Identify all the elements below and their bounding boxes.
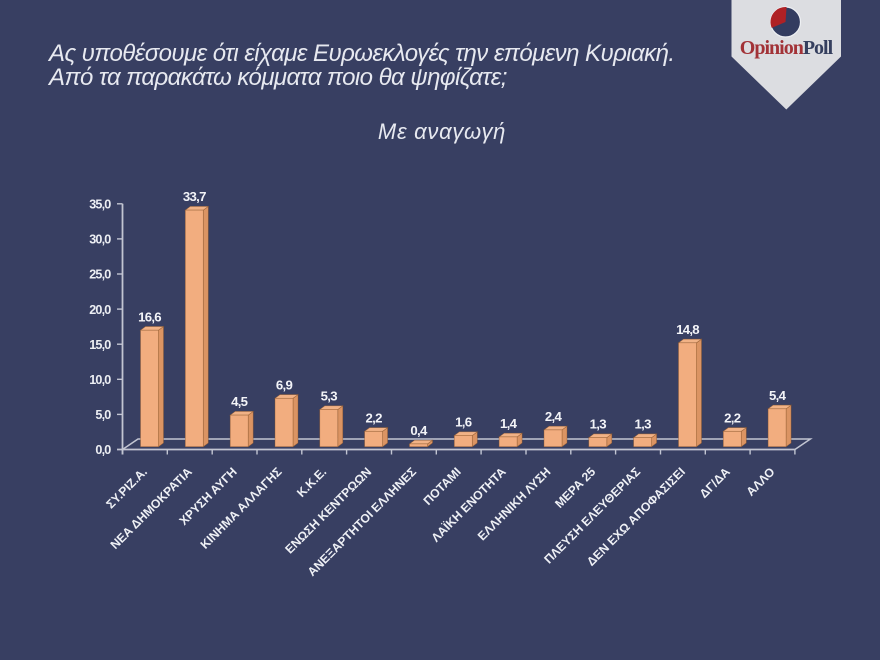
svg-text:1,4: 1,4 bbox=[500, 416, 518, 431]
svg-text:ΜΕΡΑ 25: ΜΕΡΑ 25 bbox=[552, 465, 598, 511]
svg-text:0,4: 0,4 bbox=[410, 423, 428, 438]
svg-text:16,6: 16,6 bbox=[138, 309, 161, 324]
svg-text:ΚΙΝΗΜΑ ΑΛΛΑΓΗΣ: ΚΙΝΗΜΑ ΑΛΛΑΓΗΣ bbox=[198, 465, 285, 552]
svg-text:OpinionPoll: OpinionPoll bbox=[740, 37, 834, 59]
svg-text:6,9: 6,9 bbox=[276, 377, 293, 392]
svg-text:15,0: 15,0 bbox=[89, 338, 111, 352]
svg-text:Κ.Κ.Ε.: Κ.Κ.Ε. bbox=[294, 465, 329, 500]
svg-text:30,0: 30,0 bbox=[89, 233, 111, 247]
svg-text:1,6: 1,6 bbox=[455, 415, 472, 430]
svg-text:33,7: 33,7 bbox=[183, 189, 206, 204]
svg-text:1,3: 1,3 bbox=[634, 417, 651, 432]
svg-text:ΕΝΩΣΗ ΚΕΝΤΡΩΩΝ: ΕΝΩΣΗ ΚΕΝΤΡΩΩΝ bbox=[282, 465, 374, 557]
svg-text:2,4: 2,4 bbox=[545, 409, 563, 424]
svg-text:ΛΑΪΚΗ ΕΝΟΤΗΤΑ: ΛΑΪΚΗ ΕΝΟΤΗΤΑ bbox=[428, 464, 509, 545]
svg-text:10,0: 10,0 bbox=[89, 373, 111, 387]
svg-text:1,3: 1,3 bbox=[590, 417, 607, 432]
svg-text:35,0: 35,0 bbox=[89, 198, 111, 212]
svg-text:25,0: 25,0 bbox=[89, 268, 111, 282]
svg-text:ΔΓ/ΔΑ: ΔΓ/ΔΑ bbox=[697, 465, 733, 501]
svg-text:0,0: 0,0 bbox=[95, 443, 111, 457]
svg-text:5,0: 5,0 bbox=[95, 408, 111, 422]
svg-text:4,5: 4,5 bbox=[231, 394, 248, 409]
svg-text:ΠΟΤΑΜΙ: ΠΟΤΑΜΙ bbox=[421, 465, 464, 508]
svg-text:5,3: 5,3 bbox=[321, 389, 338, 404]
svg-text:2,2: 2,2 bbox=[365, 410, 382, 425]
svg-text:5,4: 5,4 bbox=[769, 388, 787, 403]
svg-text:ΝΕΑ ΔΗΜΟΚΡΑΤΙΑ: ΝΕΑ ΔΗΜΟΚΡΑΤΙΑ bbox=[108, 465, 195, 552]
svg-text:ΑΛΛΟ: ΑΛΛΟ bbox=[744, 465, 778, 499]
svg-text:14,8: 14,8 bbox=[676, 322, 699, 337]
svg-text:20,0: 20,0 bbox=[89, 303, 111, 317]
svg-text:ΣΥ.ΡΙΖ.Α.: ΣΥ.ΡΙΖ.Α. bbox=[103, 465, 150, 512]
svg-text:2,2: 2,2 bbox=[724, 410, 741, 425]
